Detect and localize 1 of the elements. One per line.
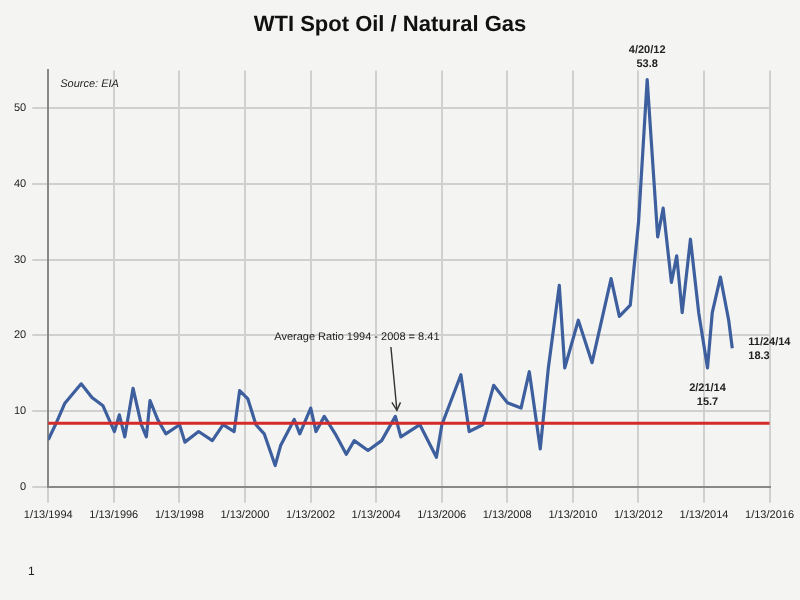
chart-title: WTI Spot Oil / Natural Gas [253,13,527,38]
